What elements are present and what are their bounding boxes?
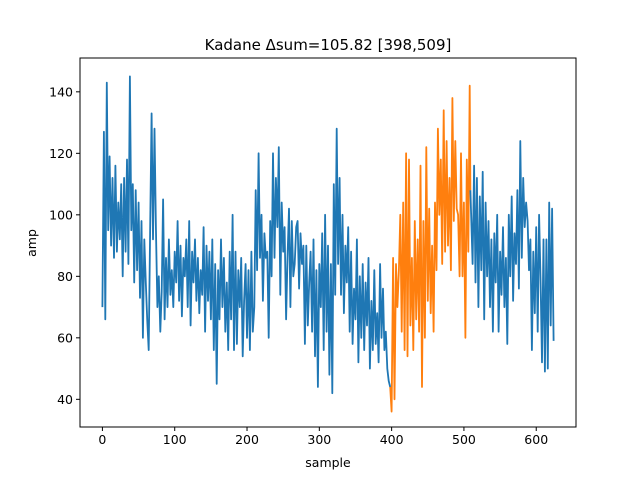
x-tick-label: 500 bbox=[452, 432, 476, 447]
x-tick-label: 100 bbox=[163, 432, 187, 447]
y-tick-label: 100 bbox=[49, 207, 73, 222]
y-axis: 40 60 80 100 120 140 bbox=[49, 84, 80, 407]
x-tick-label: 600 bbox=[524, 432, 548, 447]
plot-lines bbox=[101, 75, 555, 413]
series-line-1 bbox=[101, 75, 392, 395]
series-line-3 bbox=[469, 140, 555, 373]
x-tick-label: 400 bbox=[380, 432, 404, 447]
chart-title: Kadane Δsum=105.82 [398,509] bbox=[205, 36, 452, 54]
y-tick-label: 120 bbox=[49, 146, 73, 161]
x-axis: 0 100 200 300 400 500 600 bbox=[98, 427, 548, 447]
y-axis-label: amp bbox=[24, 229, 39, 257]
y-tick-label: 60 bbox=[57, 330, 73, 345]
x-tick-label: 0 bbox=[98, 432, 106, 447]
y-tick-label: 80 bbox=[57, 269, 73, 284]
y-tick-label: 140 bbox=[49, 84, 73, 99]
x-tick-label: 200 bbox=[235, 432, 259, 447]
x-axis-label: sample bbox=[305, 455, 351, 470]
y-tick-label: 40 bbox=[57, 392, 73, 407]
plot-frame bbox=[79, 57, 577, 428]
series-line-2 bbox=[389, 84, 472, 413]
x-tick-label: 300 bbox=[307, 432, 331, 447]
